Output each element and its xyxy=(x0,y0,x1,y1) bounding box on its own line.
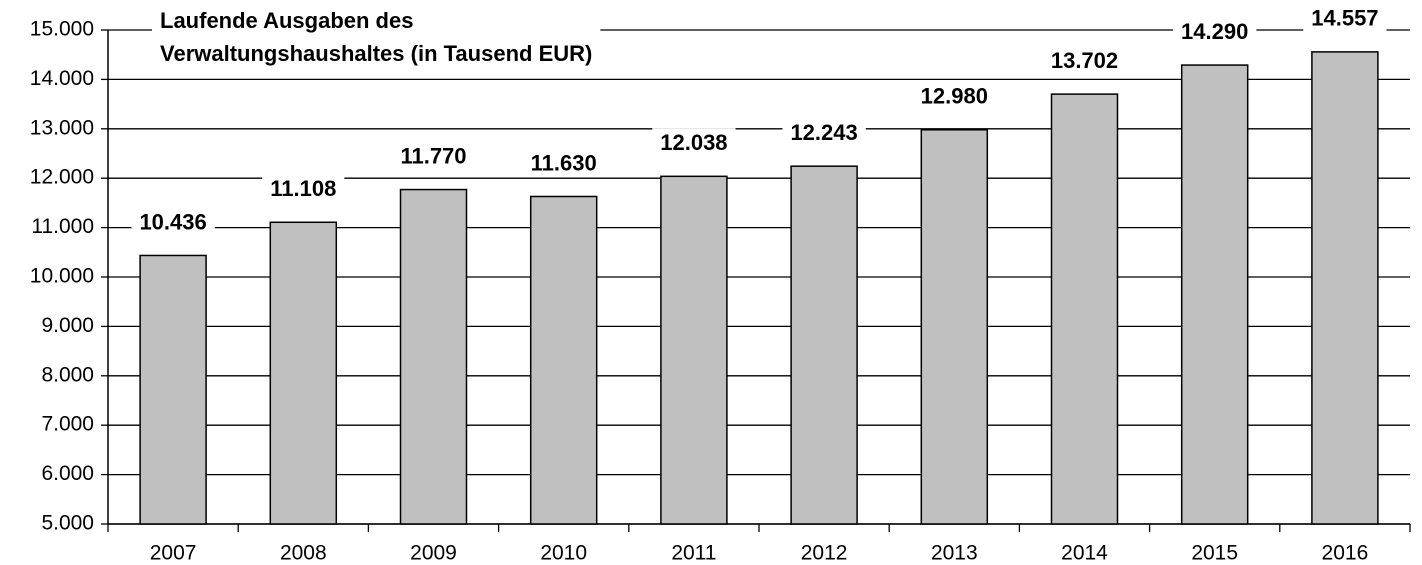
label-background xyxy=(912,81,996,111)
x-tick-label: 2010 xyxy=(540,542,587,565)
value-label: 14.557 xyxy=(1311,6,1378,31)
label-background xyxy=(131,207,215,237)
label-background xyxy=(392,141,475,171)
value-label: 13.702 xyxy=(1051,48,1118,73)
x-tick-label: 2014 xyxy=(1061,542,1108,565)
value-label: 12.243 xyxy=(790,120,857,145)
bar xyxy=(1311,51,1379,525)
x-tick-label: 2016 xyxy=(1322,542,1369,565)
y-tick-label: 5.000 xyxy=(41,512,94,535)
y-tick-label: 12.000 xyxy=(30,166,94,189)
label-background xyxy=(652,128,736,158)
y-tick-label: 13.000 xyxy=(30,116,94,139)
bar xyxy=(1050,93,1119,525)
bar xyxy=(269,221,338,525)
x-tick-label: 2012 xyxy=(801,542,848,565)
label-background xyxy=(262,174,345,204)
value-label: 12.038 xyxy=(660,130,727,155)
y-tick-label: 14.000 xyxy=(30,67,94,90)
chart-title: Verwaltungshaushaltes (in Tausend EUR) xyxy=(160,41,592,66)
y-tick-label: 7.000 xyxy=(41,413,94,436)
y-tick-label: 11.000 xyxy=(31,215,94,238)
y-tick-label: 15.000 xyxy=(30,18,94,41)
value-label: 10.436 xyxy=(139,209,206,234)
label-background xyxy=(1042,45,1127,75)
bars xyxy=(139,51,1379,525)
bar xyxy=(139,254,207,525)
x-tick-label: 2011 xyxy=(671,542,716,565)
value-label: 12.980 xyxy=(921,84,988,109)
label-background xyxy=(1303,3,1387,33)
chart-title: Laufende Ausgaben des xyxy=(160,8,413,33)
bar xyxy=(529,195,598,525)
x-tick-label: 2015 xyxy=(1191,542,1238,565)
x-tick-label: 2013 xyxy=(931,542,978,565)
bar xyxy=(660,175,728,525)
label-background xyxy=(522,148,605,178)
x-tick-label: 2008 xyxy=(280,542,327,565)
bar xyxy=(399,188,468,525)
labels: 10.436 11.108 11.770 11.630 12.038 12.243 12.9… xyxy=(131,3,1387,237)
bar xyxy=(1180,64,1249,525)
label-background xyxy=(782,118,866,148)
value-label: 14.290 xyxy=(1181,19,1248,44)
x-tick-label: 2009 xyxy=(410,542,457,565)
value-label: 11.108 xyxy=(270,176,336,201)
y-tick-label: 6.000 xyxy=(41,462,94,485)
y-tick-label: 10.000 xyxy=(30,265,94,288)
value-label: 11.630 xyxy=(531,150,597,175)
value-label: 11.770 xyxy=(400,143,466,168)
x-tick-label: 2007 xyxy=(150,542,197,565)
bar xyxy=(920,129,989,525)
title-background xyxy=(152,5,601,70)
y-tick-label: 9.000 xyxy=(41,314,94,337)
label-background xyxy=(1173,16,1257,46)
bar xyxy=(790,165,858,525)
y-tick-label: 8.000 xyxy=(41,363,94,386)
